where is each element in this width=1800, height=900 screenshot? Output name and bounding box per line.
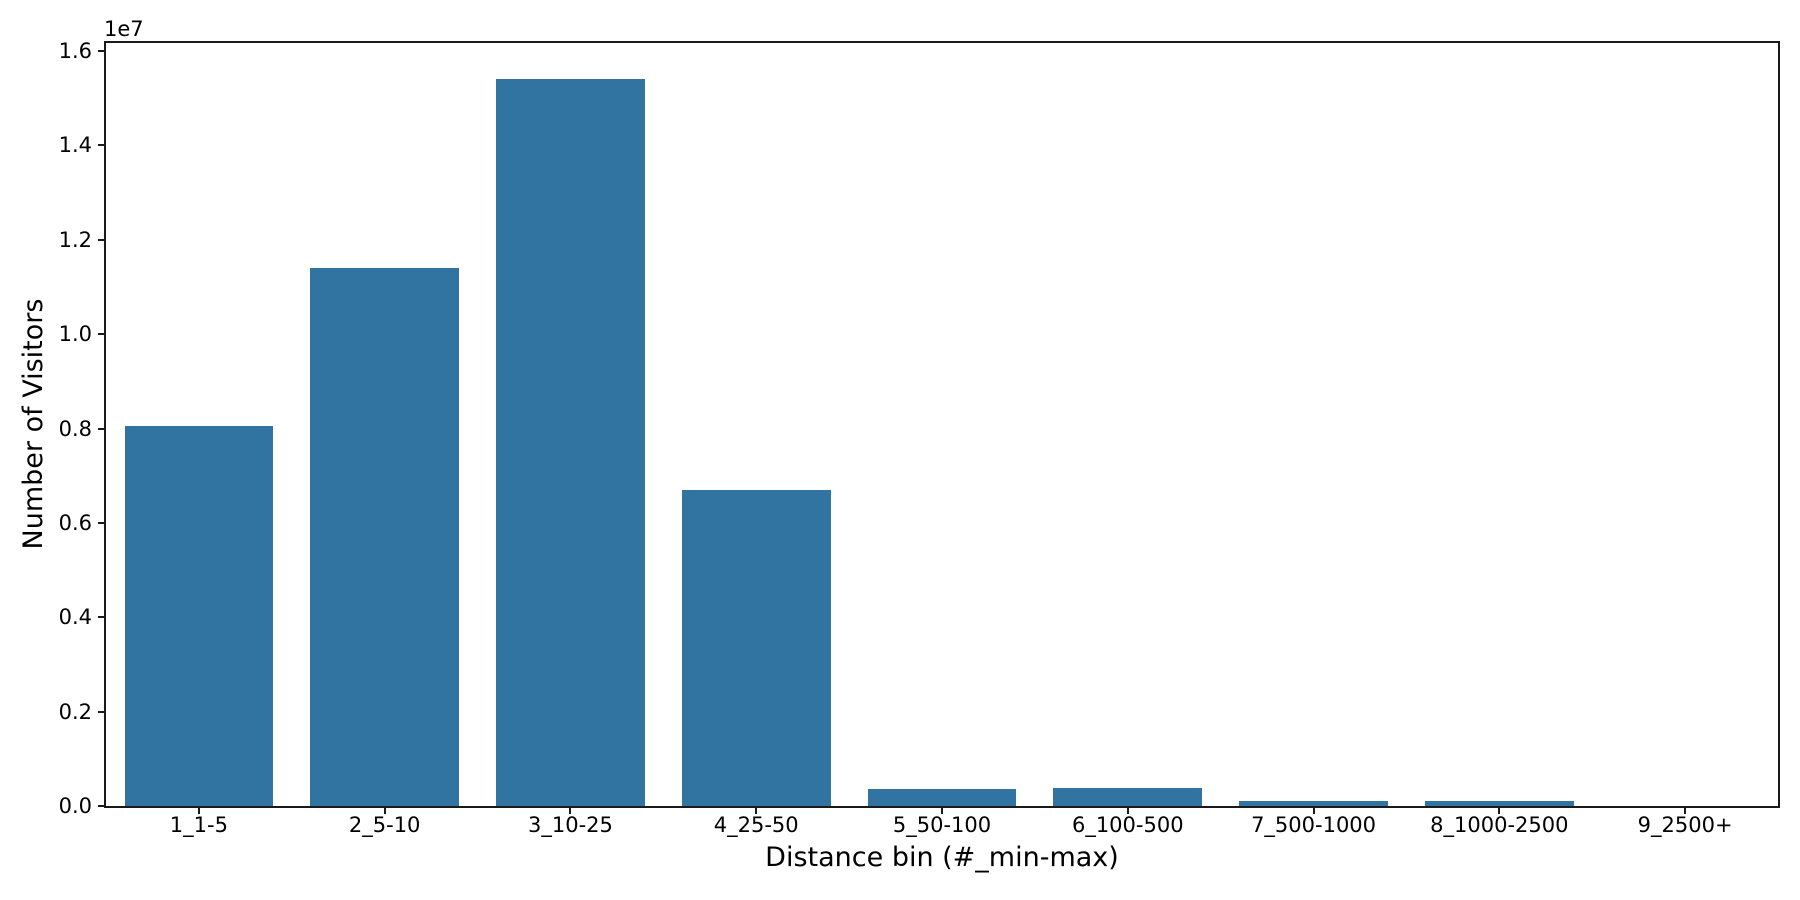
x-tick-mark bbox=[1126, 806, 1129, 814]
x-tick-label: 4_25-50 bbox=[713, 813, 799, 837]
x-tick-mark bbox=[941, 806, 943, 814]
y-tick-label: 1.6 bbox=[58, 39, 92, 64]
bar-1_1-5 bbox=[124, 426, 274, 806]
y-tick-label: 0.4 bbox=[58, 605, 92, 630]
y-tick-mark bbox=[98, 333, 106, 336]
y-tick-mark bbox=[98, 616, 106, 619]
y-tick-mark bbox=[98, 805, 106, 807]
y-axis-label: Number of Visitors bbox=[18, 298, 49, 550]
x-tick-mark bbox=[197, 806, 200, 814]
y-tick-label: 0.0 bbox=[58, 794, 92, 818]
y-tick-label: 1.4 bbox=[58, 133, 92, 158]
y-tick-mark bbox=[98, 521, 106, 524]
x-tick-label: 2_5-10 bbox=[348, 813, 421, 837]
x-tick-mark bbox=[755, 806, 758, 814]
x-tick-label: 9_2500+ bbox=[1637, 813, 1733, 837]
x-tick-label: 8_1000-2500 bbox=[1430, 813, 1569, 837]
y-tick-label: 1.2 bbox=[58, 227, 92, 252]
y-tick-label: 0.2 bbox=[58, 699, 92, 724]
x-tick-label: 1_1-5 bbox=[169, 813, 228, 837]
y-tick-mark bbox=[98, 144, 106, 147]
bar-3_10-25 bbox=[496, 79, 645, 806]
y-tick-label: 0.8 bbox=[58, 416, 92, 441]
x-tick-mark bbox=[1312, 806, 1315, 814]
y-axis-offset-label: 1e7 bbox=[104, 17, 144, 41]
bar-2_5-10 bbox=[310, 268, 459, 806]
bar-4_25-50 bbox=[681, 489, 831, 806]
bar-5_50-100 bbox=[867, 789, 1017, 806]
x-tick-label: 6_100-500 bbox=[1071, 813, 1184, 837]
bar-6_100-500 bbox=[1053, 787, 1203, 806]
y-tick-mark bbox=[98, 50, 106, 53]
y-tick-label: 1.0 bbox=[58, 322, 92, 347]
y-tick-mark bbox=[98, 710, 106, 713]
x-axis-label: Distance bin (#_min-max) bbox=[765, 842, 1119, 873]
x-tick-label: 7_500-1000 bbox=[1251, 813, 1377, 837]
x-tick-mark bbox=[1684, 806, 1687, 814]
bar-8_1000-2500 bbox=[1425, 800, 1574, 806]
y-tick-mark bbox=[98, 427, 106, 430]
y-tick-mark bbox=[98, 238, 106, 241]
bar-7_500-1000 bbox=[1239, 801, 1388, 806]
x-tick-mark bbox=[383, 806, 386, 814]
y-tick-label: 0.6 bbox=[58, 510, 92, 535]
x-tick-mark bbox=[1498, 806, 1501, 814]
x-tick-label: 5_50-100 bbox=[892, 813, 992, 837]
x-tick-mark bbox=[569, 806, 572, 814]
x-tick-label: 3_10-25 bbox=[527, 813, 613, 837]
